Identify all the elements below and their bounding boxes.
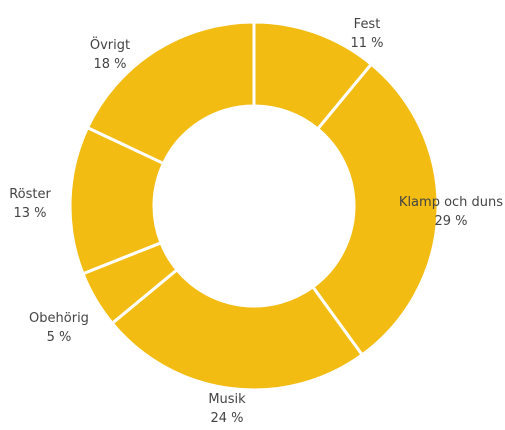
slice-label: Fest (354, 17, 381, 32)
slice-value-label: 29 % (434, 214, 467, 229)
slices-group (68, 20, 440, 392)
slice-value-label: 18 % (93, 57, 126, 72)
slice-value-label: 11 % (350, 36, 383, 51)
labels-group: Fest 11 % Klamp och duns 29 % Musik 24 % Obehö… (9, 17, 503, 426)
slice-value-label: 13 % (13, 206, 46, 221)
slice-klamp-och-duns (310, 62, 440, 357)
slice-value-label: 24 % (210, 411, 243, 426)
slice-label: Musik (208, 392, 246, 407)
slice-musik (110, 267, 365, 392)
slice--vrigt (85, 20, 256, 166)
slice-label: Klamp och duns (399, 195, 503, 210)
slice-label: Övrigt (90, 36, 130, 53)
slice-label: Obehörig (29, 311, 89, 326)
slice-label: Röster (9, 187, 51, 202)
slice-value-label: 5 % (47, 330, 72, 345)
